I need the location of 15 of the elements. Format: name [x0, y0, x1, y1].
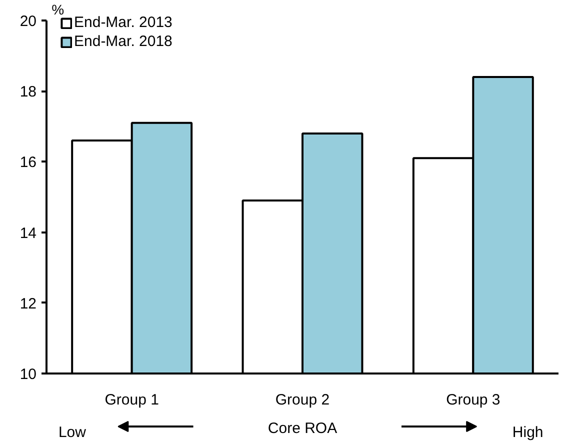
x-tick-label: Group 3: [446, 392, 500, 408]
x-tick-label: Group 2: [275, 392, 330, 408]
text: High: [512, 424, 544, 441]
x-tick-label: Group 1: [104, 392, 159, 408]
y-tick-label: 20: [20, 13, 37, 30]
text: Low: [58, 424, 86, 441]
y-tick-label: 16: [20, 154, 37, 172]
legend-label: End-Mar. 2018: [74, 33, 172, 50]
y-tick-label: 18: [20, 84, 37, 101]
y-tick-label: 12: [20, 295, 37, 312]
y-axis-title: %: [52, 2, 64, 18]
y-tick-label: 10: [20, 366, 37, 383]
legend-label: End-Mar. 2013: [74, 14, 172, 31]
y-tick-label: 14: [20, 224, 37, 242]
x-axis-title: Core ROA: [268, 420, 338, 437]
